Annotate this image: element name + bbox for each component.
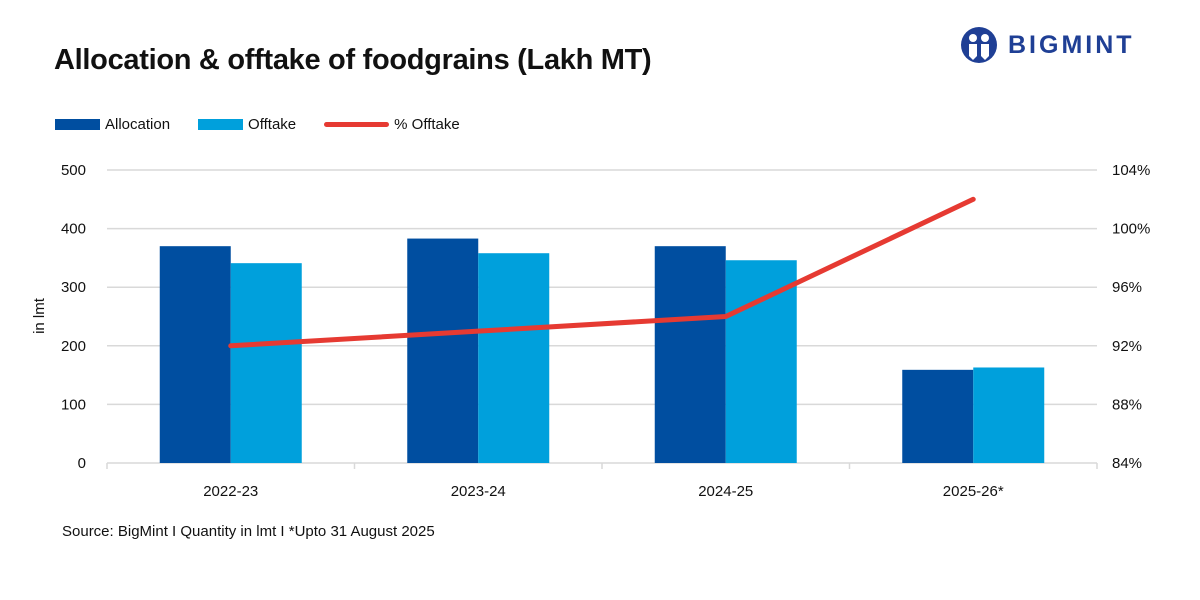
y-tick-label: 100 (61, 396, 86, 413)
x-tick-label: 2023-24 (451, 483, 506, 500)
y-tick-label: 400 (61, 221, 86, 238)
x-tick-label: 2025-26* (943, 483, 1004, 500)
bar-offtake (230, 263, 302, 463)
line-pct-offtake (228, 196, 976, 349)
legend: Allocation Offtake % Offtake (55, 116, 488, 133)
y2-tick-label: 96% (1112, 279, 1142, 296)
y2-tick-label: 104% (1112, 162, 1150, 179)
y2-tick-label: 84% (1112, 455, 1142, 472)
brand-name: BIGMINT (1008, 30, 1135, 59)
y-tick-label: 500 (61, 162, 86, 179)
bar-offtake (478, 253, 550, 463)
source-note: Source: BigMint I Quantity in lmt I *Upt… (62, 523, 435, 540)
legend-swatch (55, 119, 100, 130)
y2-tick-label: 92% (1112, 338, 1142, 355)
y2-tick-label: 100% (1112, 221, 1150, 238)
bar-allocation (654, 246, 726, 463)
y-axis-label: in lmt (31, 297, 48, 334)
bar-allocation (902, 369, 974, 463)
legend-label: % Offtake (394, 116, 460, 133)
bar-offtake (725, 260, 797, 463)
legend-item-allocation: Allocation (55, 116, 170, 133)
x-tick-label: 2022-23 (203, 483, 258, 500)
y-tick-label: 0 (78, 455, 86, 472)
x-tick-label: 2024-25 (698, 483, 753, 500)
bigmint-logo-icon (961, 27, 997, 63)
bigmint-logo: BIGMINT (960, 26, 1135, 64)
legend-item-offtake: Offtake (198, 116, 296, 133)
legend-label: Allocation (105, 116, 171, 133)
bar-allocation (159, 246, 231, 463)
legend-line (324, 122, 390, 127)
legend-swatch (198, 119, 244, 130)
y-tick-label: 300 (61, 279, 86, 296)
legend-item-pct-offtake: % Offtake (324, 116, 460, 133)
legend-label: Offtake (248, 116, 297, 133)
y-tick-label: 200 (61, 338, 86, 355)
bar-offtake (973, 367, 1045, 463)
chart-title: Allocation & offtake of foodgrains (Lakh… (54, 44, 652, 76)
bar-allocation (407, 238, 479, 463)
y2-tick-label: 88% (1112, 396, 1142, 413)
